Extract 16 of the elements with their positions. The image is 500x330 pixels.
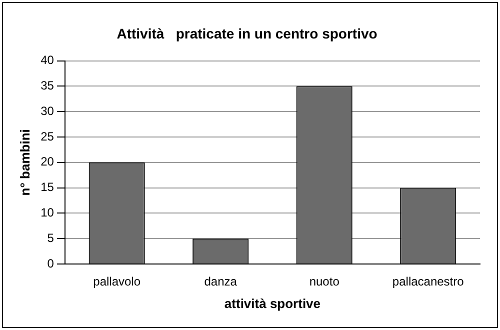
y-tick-label: 30 bbox=[40, 104, 54, 118]
x-tick-label: pallavolo bbox=[93, 274, 141, 289]
y-tick-label: 35 bbox=[40, 78, 54, 93]
chart-title: Attività praticate in un centro sportivo bbox=[116, 25, 378, 42]
x-tick-label: nuoto bbox=[309, 274, 340, 289]
y-tick-label: 0 bbox=[47, 256, 54, 270]
x-tick-label: danza bbox=[204, 274, 238, 289]
y-tick-label: 15 bbox=[40, 180, 54, 194]
y-tick-label: 5 bbox=[47, 230, 54, 245]
y-axis-title: n° bambini bbox=[17, 129, 32, 196]
x-axis-title: attività sportive bbox=[224, 296, 321, 311]
y-tick-label: 20 bbox=[40, 154, 54, 169]
y-tick-label: 10 bbox=[40, 206, 54, 220]
y-tick-label: 25 bbox=[40, 129, 54, 144]
y-tick-label: 40 bbox=[40, 53, 54, 68]
x-tick-label: pallacanestro bbox=[392, 274, 464, 289]
